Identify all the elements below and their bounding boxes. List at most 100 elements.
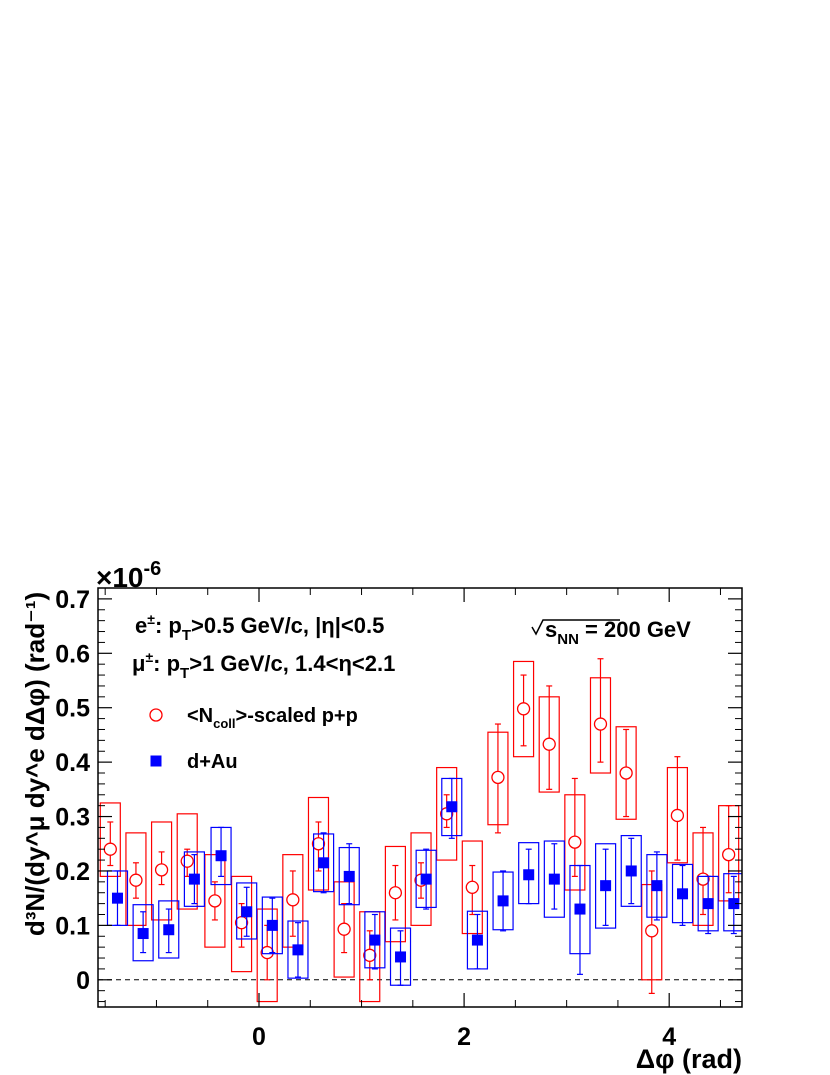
pp-sys-box-14 <box>461 840 483 935</box>
legend-label-pp: <Ncoll>-scaled p+p <box>187 705 358 731</box>
dau-sys-box-7 <box>287 920 309 979</box>
x-tick-label-2: 4 <box>662 1023 676 1051</box>
pp-sys-box-20 <box>615 726 637 820</box>
legend-pp-sub: coll <box>213 716 235 731</box>
pp-marker-20 <box>619 766 633 780</box>
x-tick-label-1: 2 <box>457 1023 471 1051</box>
electron-cut-text-particle: e <box>135 613 147 638</box>
dau-sys-box-1 <box>132 904 154 962</box>
dau-marker-6 <box>266 919 278 931</box>
pp-sys-box-11 <box>384 845 406 943</box>
pp-marker-9 <box>337 922 351 936</box>
pp-marker-4 <box>208 894 222 908</box>
dau-marker-4 <box>215 850 227 862</box>
muon-cut-text-pt: : p <box>153 651 180 676</box>
data-layer <box>98 658 742 1003</box>
dau-marker-5 <box>241 906 253 918</box>
y-tick-label-3: 0.3 <box>55 804 90 832</box>
muon-cut-text-particle: μ <box>132 651 145 676</box>
dau-sys-box-2 <box>158 900 180 959</box>
legend-marker-pp <box>149 708 163 722</box>
y-tick-label-7: 0.7 <box>55 586 90 614</box>
dau-sys-box-17 <box>543 840 565 918</box>
pp-marker-10 <box>363 948 377 962</box>
pp-marker-19 <box>593 717 608 731</box>
dau-marker-22 <box>677 888 689 900</box>
dau-marker-9 <box>343 870 355 882</box>
pp-marker-21 <box>645 924 659 938</box>
dau-marker-23 <box>702 898 714 910</box>
legend-label-dau: d+Au <box>187 751 238 773</box>
y-multiplier: ×10-6 <box>96 558 161 593</box>
sqrt-sign <box>531 619 620 636</box>
pp-marker-23 <box>696 872 710 886</box>
pp-sys-box-16 <box>512 660 535 758</box>
dau-marker-17 <box>548 873 560 885</box>
dau-marker-24 <box>728 898 740 910</box>
pp-marker-18 <box>568 835 582 849</box>
pp-sys-box-5 <box>230 875 253 973</box>
y-tick-label-2: 0.2 <box>55 858 90 886</box>
plot-frame <box>97 587 743 1008</box>
pp-marker-2 <box>154 863 169 877</box>
dau-sys-box-3 <box>183 851 205 907</box>
dau-marker-20 <box>625 865 637 877</box>
pp-marker-7 <box>286 893 300 907</box>
dau-marker-3 <box>188 873 200 885</box>
muon-cut-text: μ±: pT>1 GeV/c, 1.4<η<2.1 <box>132 649 395 682</box>
pp-marker-14 <box>465 880 479 894</box>
muon-cut-text-pt-sub: T <box>180 665 189 682</box>
dau-sys-box-5 <box>236 882 258 940</box>
energy-annotation: sNN = 200 GeV <box>545 617 691 648</box>
electron-cut-text-range: >0.5 GeV/c, |η|<0.5 <box>191 613 384 638</box>
dau-sys-box-19 <box>595 843 617 929</box>
energy-s-sub: NN <box>557 631 579 648</box>
pp-marker-1 <box>129 873 143 887</box>
y-tick-label-0: 0 <box>76 967 90 995</box>
y-tick-label-4: 0.4 <box>55 749 90 777</box>
y-axis-label: d³N/(dy^μ dy^e dΔφ) (rad⁻¹) <box>20 592 50 936</box>
pp-sys-box-0 <box>99 802 121 878</box>
dau-marker-12 <box>420 873 432 885</box>
pp-marker-5 <box>234 916 249 930</box>
pp-sys-box-1 <box>125 832 147 926</box>
pp-marker-8 <box>311 837 326 851</box>
dau-marker-7 <box>292 944 304 956</box>
pp-sys-box-2 <box>150 821 173 921</box>
pp-marker-0 <box>103 842 117 856</box>
dau-marker-15 <box>497 895 509 907</box>
y-tick-label-1: 0.1 <box>55 912 90 940</box>
pp-marker-3 <box>180 854 194 868</box>
y-tick-label-6: 0.6 <box>55 640 90 668</box>
pp-sys-box-3 <box>176 813 198 910</box>
pp-marker-24 <box>722 847 736 862</box>
dau-marker-10 <box>369 934 381 946</box>
dau-marker-19 <box>600 880 612 892</box>
text-layer: 0 0.1 0.2 0.3 0.4 0.5 0.6 0.7 0 2 4 ×10-6 Δφ (rad) d³… <box>20 558 742 1074</box>
axes-layer <box>97 587 743 1008</box>
legend-pp-pre: <N <box>187 705 213 727</box>
pp-sys-box-6 <box>256 908 278 1003</box>
energy-s: s <box>545 617 557 642</box>
x-axis-label: Δφ (rad) <box>636 1044 742 1074</box>
dau-marker-16 <box>523 869 535 881</box>
dau-marker-11 <box>395 951 407 963</box>
dau-marker-14 <box>471 934 483 946</box>
dau-marker-0 <box>111 892 123 904</box>
y-multiplier-exponent: -6 <box>144 558 162 580</box>
dau-marker-1 <box>137 928 149 940</box>
dau-sys-box-20 <box>620 834 642 907</box>
pp-marker-16 <box>516 702 531 716</box>
pp-marker-11 <box>388 886 403 900</box>
x-tick-label-0: 0 <box>252 1023 266 1051</box>
dau-marker-21 <box>651 880 663 892</box>
electron-cut-text-charge: ± <box>147 611 155 627</box>
legend-marker-dau <box>150 755 162 767</box>
pp-sys-box-8 <box>307 796 330 891</box>
dau-marker-18 <box>574 903 586 915</box>
y-multiplier-base: ×10 <box>96 562 144 593</box>
electron-cut-text: e±: pT>0.5 GeV/c, |η|<0.5 <box>135 611 384 644</box>
muon-cut-text-range: >1 GeV/c, 1.4<η<2.1 <box>189 651 395 676</box>
pp-marker-22 <box>670 808 685 823</box>
